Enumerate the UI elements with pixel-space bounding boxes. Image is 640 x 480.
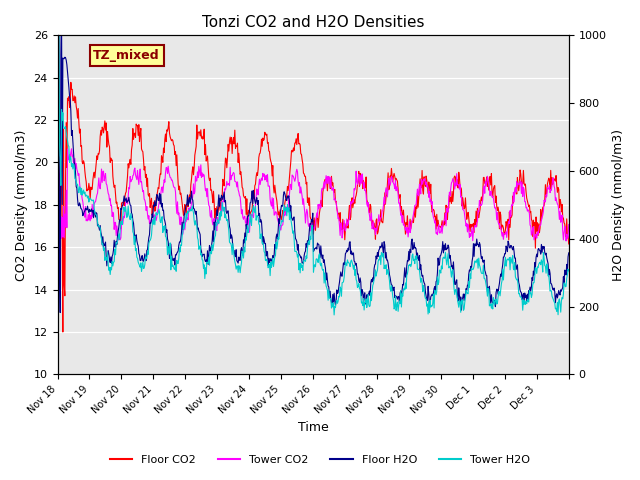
- Text: TZ_mixed: TZ_mixed: [93, 49, 160, 62]
- Y-axis label: H2O Density (mmol/m3): H2O Density (mmol/m3): [612, 129, 625, 281]
- Legend: Floor CO2, Tower CO2, Floor H2O, Tower H2O: Floor CO2, Tower CO2, Floor H2O, Tower H…: [105, 451, 535, 469]
- X-axis label: Time: Time: [298, 421, 328, 434]
- Title: Tonzi CO2 and H2O Densities: Tonzi CO2 and H2O Densities: [202, 15, 424, 30]
- Y-axis label: CO2 Density (mmol/m3): CO2 Density (mmol/m3): [15, 129, 28, 280]
